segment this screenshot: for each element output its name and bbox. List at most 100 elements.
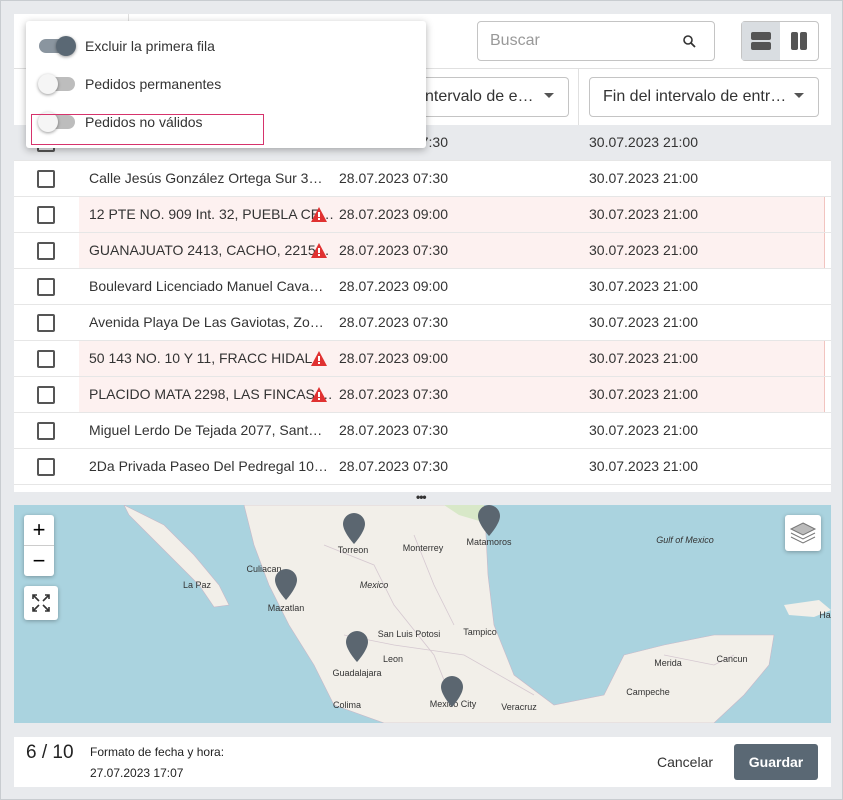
row-checkbox[interactable]	[37, 314, 55, 332]
highlight-box	[31, 114, 264, 145]
save-button[interactable]: Guardar	[734, 744, 818, 780]
toggle[interactable]	[38, 74, 75, 94]
map-label: Monterrey	[403, 543, 444, 553]
row-checkbox[interactable]	[37, 278, 55, 296]
search-box[interactable]: Buscar	[477, 21, 715, 61]
start-time: 28.07.2023 07:30	[339, 458, 448, 474]
dropdown-arrow	[794, 93, 804, 98]
row-checkbox[interactable]	[37, 242, 55, 260]
split-view-button[interactable]	[780, 22, 818, 60]
map-label: Tampico	[463, 627, 497, 637]
map-label: Veracruz	[501, 702, 537, 712]
row-checkbox[interactable]	[37, 206, 55, 224]
end-column-select[interactable]: Fin del intervalo de entr…	[589, 77, 819, 117]
footer	[14, 737, 831, 787]
warning-icon	[310, 386, 328, 406]
cancel-button[interactable]: Cancelar	[656, 754, 714, 770]
map-marker[interactable]	[441, 676, 463, 707]
row-checkbox[interactable]	[37, 350, 55, 368]
map-label: Leon	[383, 654, 403, 664]
map-markers	[275, 505, 500, 707]
dropdown-arrow	[544, 93, 554, 98]
end-time: 30.07.2023 21:00	[589, 206, 698, 222]
map[interactable]: Torreon Monterrey Matamoros Gulf of Mexico C…	[14, 505, 831, 723]
invalid-highlight	[79, 377, 825, 412]
start-time: 28.07.2023 07:30	[339, 170, 448, 186]
map-label: Mexico	[360, 580, 389, 590]
end-time: 30.07.2023 21:00	[589, 350, 698, 366]
table-row: GUANAJUATO 2413, CACHO, 2215… 28.07.2023 …	[14, 233, 831, 269]
address: 2Da Privada Paseo Del Pedregal 10…	[89, 458, 328, 474]
start-time: 28.07.2023 07:30	[339, 386, 448, 402]
table-row: Boulevard Licenciado Manuel Cava… 28.07.2…	[14, 269, 831, 305]
fullscreen-button[interactable]	[24, 586, 58, 620]
toggle-knob	[38, 74, 58, 94]
map-label: Colima	[333, 700, 361, 710]
end-time: 30.07.2023 21:00	[589, 458, 698, 474]
start-time: 28.07.2023 07:30	[339, 422, 448, 438]
table-row: 2Da Privada Paseo Del Pedregal 10… 28.07.…	[14, 449, 831, 485]
zoom-in-button[interactable]: +	[24, 515, 54, 546]
list-view-button[interactable]	[742, 22, 780, 60]
row-checkbox[interactable]	[37, 458, 55, 476]
map-marker[interactable]	[275, 569, 297, 600]
map-label: Torreon	[338, 545, 369, 555]
column-label: ntervalo de e…	[425, 88, 534, 105]
row-count: 6 / 10	[26, 742, 74, 763]
map-label: Ha	[819, 610, 831, 620]
toggle[interactable]	[39, 36, 76, 56]
toggle-knob	[38, 112, 58, 132]
address: PLACIDO MATA 2298, LAS FINCAS,…	[89, 386, 333, 402]
table-row: 50 143 NO. 10 Y 11, FRACC HIDAL… 28.07.20…	[14, 341, 831, 377]
map-label: Merida	[654, 658, 682, 668]
address: GUANAJUATO 2413, CACHO, 2215…	[89, 242, 330, 258]
end-time: 30.07.2023 21:00	[589, 422, 698, 438]
start-time: 28.07.2023 07:30	[339, 242, 448, 258]
warning-icon	[310, 242, 328, 262]
start-time: 28.07.2023 09:00	[339, 278, 448, 294]
toggle[interactable]	[38, 112, 75, 132]
row-checkbox[interactable]	[37, 422, 55, 440]
warning-icon	[310, 206, 328, 226]
map-marker[interactable]	[478, 505, 500, 536]
format-value: 27.07.2023 17:07	[90, 766, 184, 780]
map-label: Mazatlan	[268, 603, 305, 613]
map-label: Campeche	[626, 687, 670, 697]
start-column-select[interactable]: ntervalo de e…	[401, 77, 569, 117]
end-time: 30.07.2023 21:00	[589, 170, 698, 186]
map-label: Guadalajara	[332, 668, 381, 678]
end-time: 30.07.2023 21:00	[589, 386, 698, 402]
splitter[interactable]: •••	[416, 490, 427, 504]
start-time: 28.07.2023 09:00	[339, 350, 448, 366]
address: Avenida Playa De Las Gaviotas, Zo…	[89, 314, 324, 330]
address: Calle Jesús González Ortega Sur 3…	[89, 170, 323, 186]
map-marker[interactable]	[346, 631, 368, 662]
search-placeholder: Buscar	[490, 32, 540, 49]
invalid-highlight	[79, 233, 825, 268]
divider	[578, 69, 579, 125]
zoom-control: + −	[24, 515, 54, 576]
menu-item-label: Excluir la primera fila	[85, 38, 215, 54]
zoom-out-button[interactable]: −	[32, 548, 46, 573]
map-marker[interactable]	[343, 513, 365, 544]
search-icon	[683, 35, 696, 48]
row-checkbox[interactable]	[37, 170, 55, 188]
options-menu: Excluir la primera fila Pedidos permanent…	[26, 21, 426, 148]
format-label: Formato de fecha y hora:	[90, 745, 225, 759]
view-toggle	[741, 21, 819, 61]
row-checkbox[interactable]	[37, 386, 55, 404]
address: Boulevard Licenciado Manuel Cava…	[89, 278, 324, 294]
table-row: PLACIDO MATA 2298, LAS FINCAS,… 28.07.202…	[14, 377, 831, 413]
end-time: 30.07.2023 21:00	[589, 278, 698, 294]
end-time: 30.07.2023 21:00	[589, 134, 698, 150]
column-label: Fin del intervalo de entr…	[603, 88, 787, 105]
warning-icon	[310, 350, 328, 370]
toggle-knob	[56, 36, 76, 56]
layers-button[interactable]	[785, 515, 821, 551]
table-row: 12 PTE NO. 909 Int. 32, PUEBLA CE… 28.07.…	[14, 197, 831, 233]
address: 50 143 NO. 10 Y 11, FRACC HIDAL…	[89, 350, 327, 366]
menu-item-label: Pedidos no válidos	[85, 114, 203, 130]
invalid-highlight	[79, 341, 825, 376]
table-row: Calle Jesús González Ortega Sur 3… 28.07.…	[14, 161, 831, 197]
